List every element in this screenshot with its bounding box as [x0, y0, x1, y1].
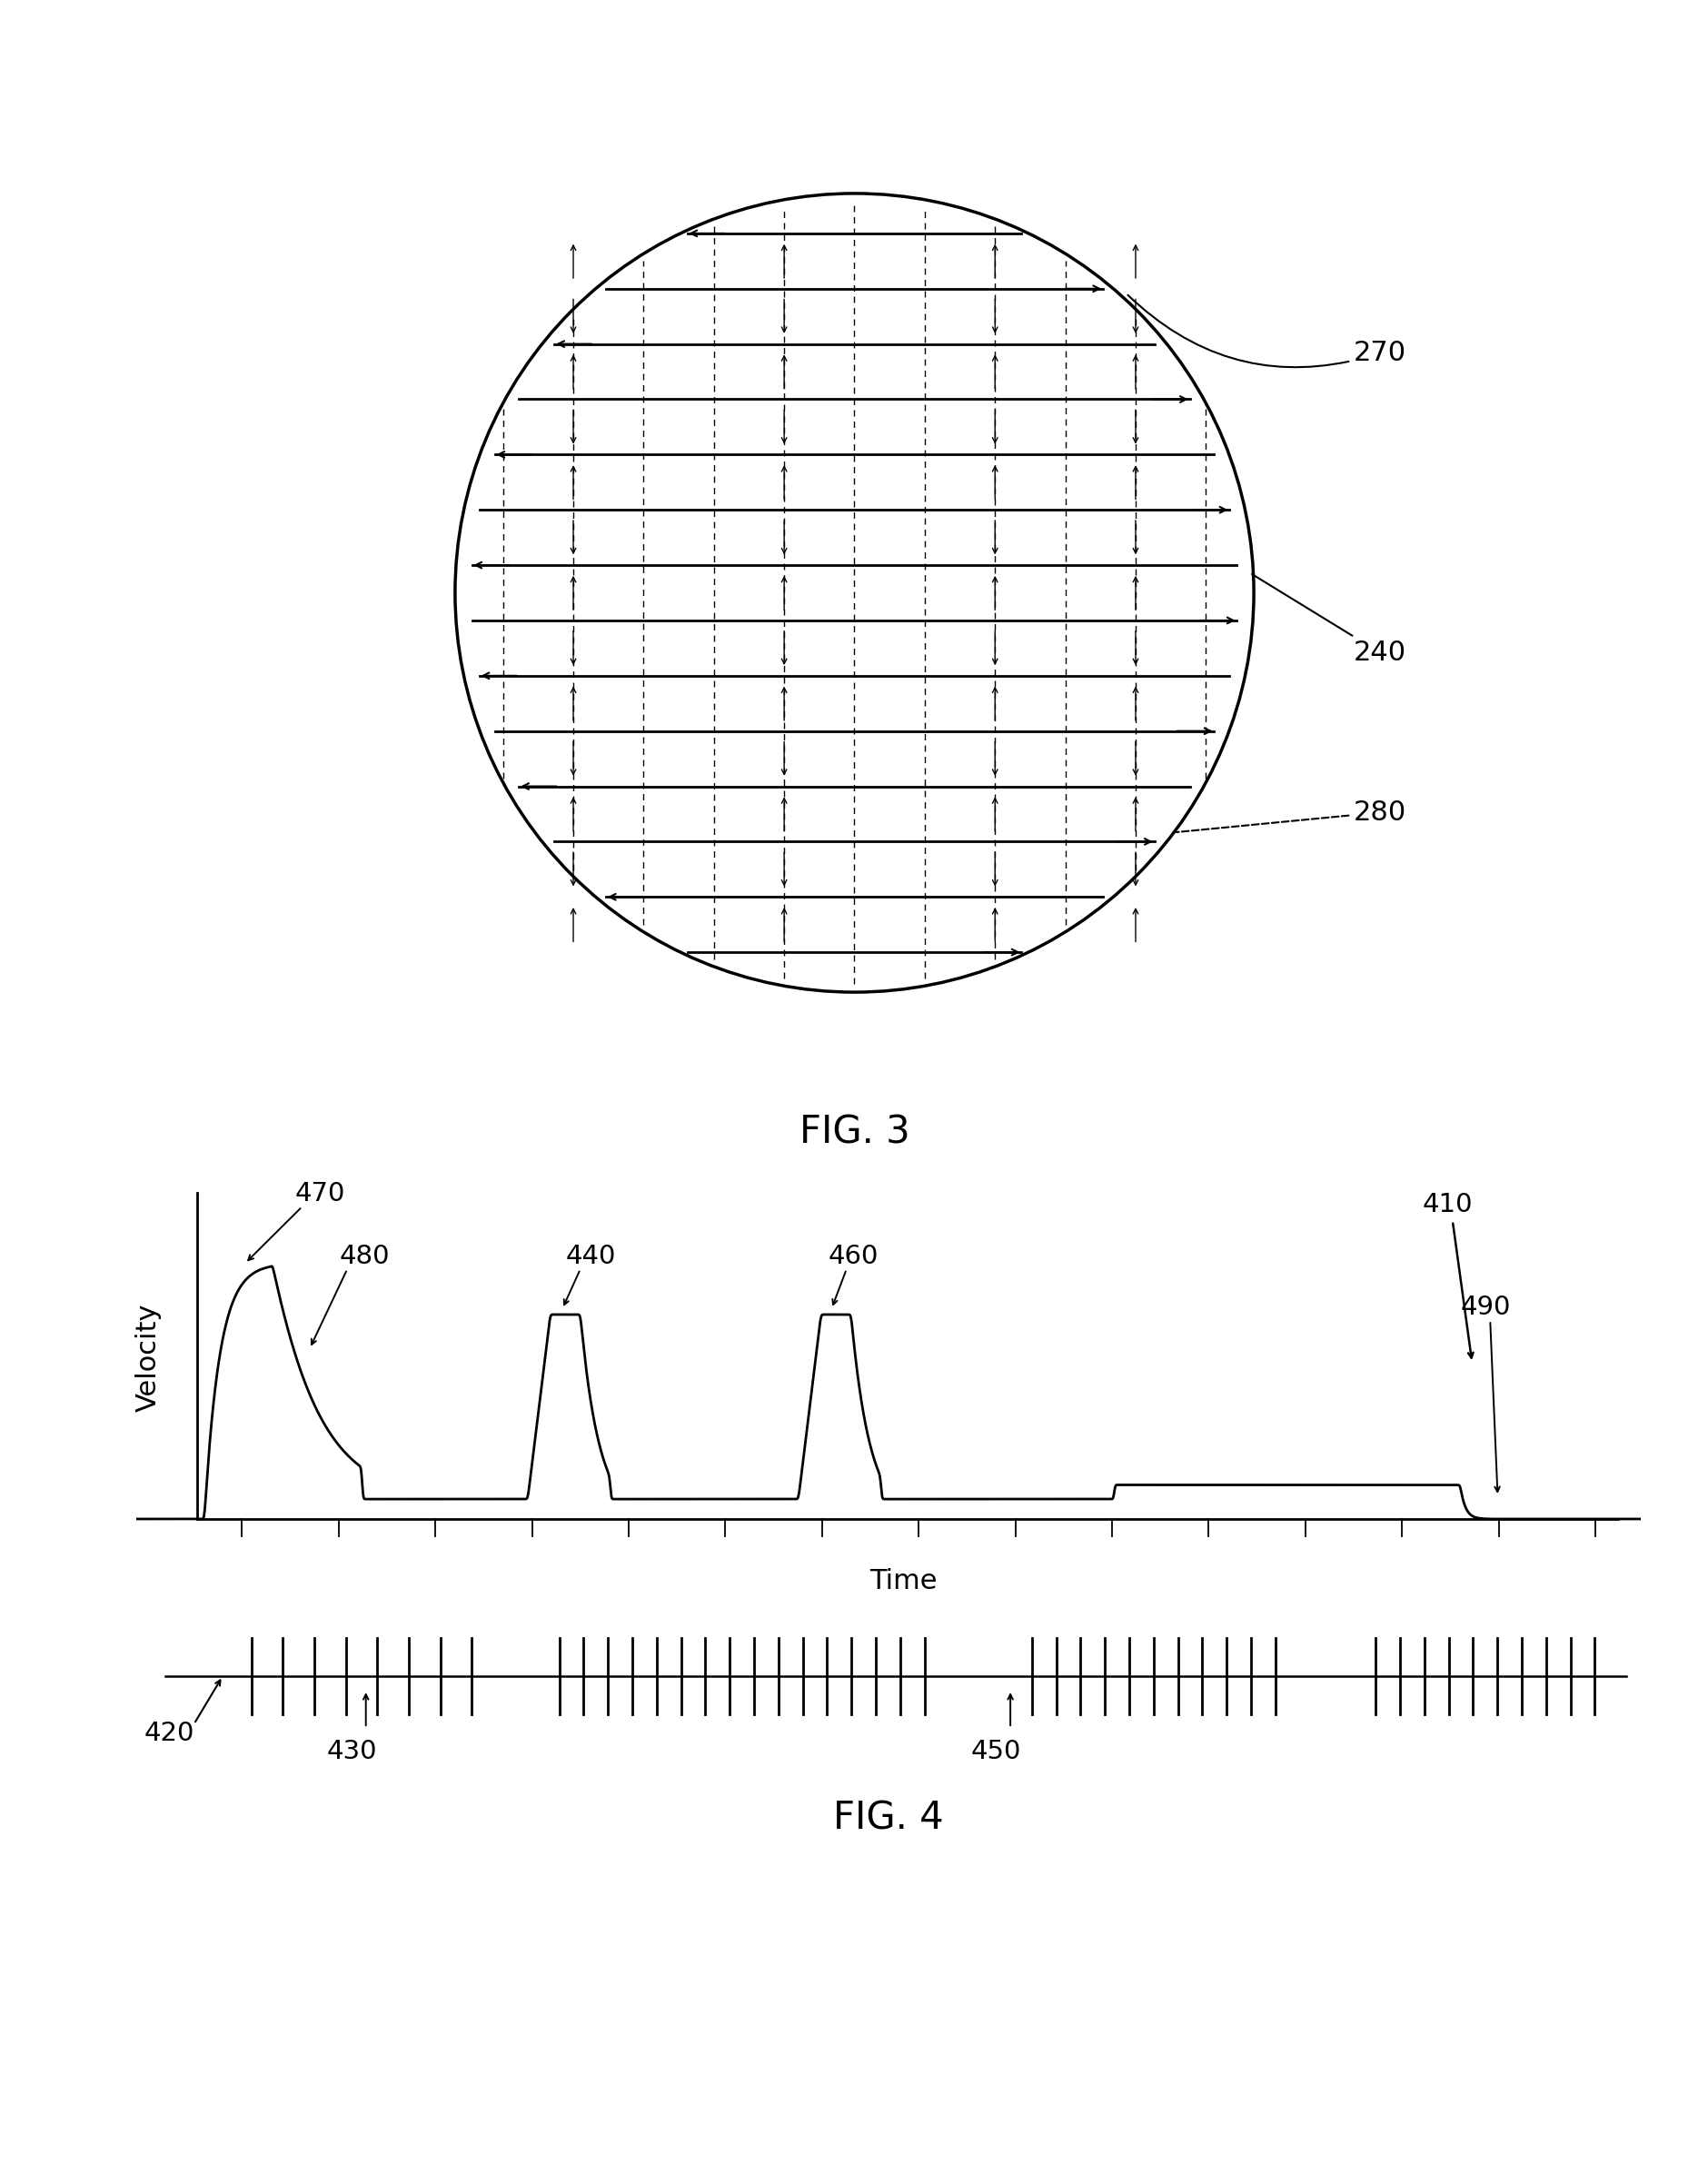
- Text: FIG. 4: FIG. 4: [834, 1800, 943, 1837]
- Text: Velocity: Velocity: [135, 1304, 162, 1411]
- Text: 480: 480: [340, 1243, 389, 1269]
- Text: 270: 270: [1127, 295, 1406, 367]
- Text: 450: 450: [970, 1738, 1021, 1765]
- Text: FIG. 3: FIG. 3: [799, 1114, 909, 1151]
- Text: 490: 490: [1459, 1295, 1510, 1319]
- Text: 280: 280: [1175, 799, 1406, 832]
- Text: Time: Time: [869, 1568, 938, 1594]
- Text: 420: 420: [143, 1721, 195, 1747]
- Text: 470: 470: [294, 1182, 345, 1206]
- Text: 460: 460: [828, 1243, 878, 1269]
- Text: 440: 440: [565, 1243, 615, 1269]
- Text: 430: 430: [326, 1738, 376, 1765]
- Text: 410: 410: [1421, 1192, 1472, 1219]
- Text: 240: 240: [1252, 574, 1406, 666]
